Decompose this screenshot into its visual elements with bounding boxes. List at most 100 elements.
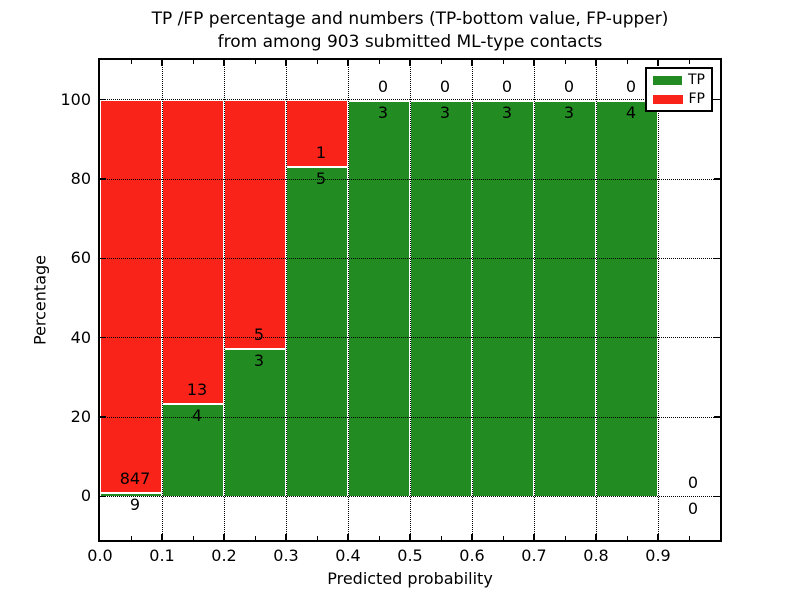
x-tick-mark bbox=[533, 534, 535, 540]
y-tick-mark bbox=[714, 257, 720, 260]
v-gridline bbox=[347, 60, 349, 540]
x-minor-tick-mark bbox=[192, 536, 194, 540]
y-tick-mark bbox=[100, 336, 106, 339]
v-gridline bbox=[595, 60, 597, 540]
y-tick-mark bbox=[714, 336, 720, 339]
x-tick-label: 0.1 bbox=[149, 546, 175, 565]
tp-count-label: 3 bbox=[563, 102, 575, 122]
y-tick-label: 80 bbox=[70, 169, 91, 188]
x-tick-label: 0.9 bbox=[645, 546, 671, 565]
y-tick-label: 40 bbox=[70, 327, 91, 347]
y-tick-label: 100 bbox=[60, 89, 91, 109]
y-tick-mark bbox=[100, 98, 106, 101]
bar-segment-tp bbox=[472, 99, 534, 497]
tp-count-label: 3 bbox=[439, 102, 451, 122]
y-tick-label: 60 bbox=[70, 248, 91, 268]
x-tick-mark bbox=[471, 60, 473, 66]
y-tick-mark bbox=[714, 98, 720, 101]
v-gridline bbox=[161, 60, 163, 540]
v-gridline bbox=[223, 60, 225, 540]
x-tick-mark bbox=[657, 60, 659, 66]
fp-legend-swatch-icon bbox=[653, 94, 683, 104]
y-tick-label: 0 bbox=[80, 486, 91, 506]
chart-title-line1: TP /FP percentage and numbers (TP-bottom… bbox=[151, 9, 669, 29]
fp-count-label: 0 bbox=[439, 76, 451, 96]
x-minor-tick-mark bbox=[130, 60, 132, 64]
x-minor-tick-mark bbox=[688, 536, 690, 540]
x-tick-label: 0.7 bbox=[521, 546, 547, 565]
fp-count-label: 0 bbox=[563, 76, 575, 96]
bar-segment-fp bbox=[100, 99, 162, 493]
x-minor-tick-mark bbox=[378, 60, 380, 64]
x-minor-tick-mark bbox=[564, 536, 566, 540]
x-tick-mark bbox=[595, 60, 597, 66]
x-minor-tick-mark bbox=[502, 60, 504, 64]
x-tick-mark bbox=[533, 60, 535, 66]
x-minor-tick-mark bbox=[564, 60, 566, 64]
y-tick-mark bbox=[100, 495, 106, 498]
bar-segment-fp bbox=[286, 99, 348, 166]
x-minor-tick-mark bbox=[316, 60, 318, 64]
x-minor-tick-mark bbox=[626, 60, 628, 64]
chart-title-line2: from among 903 submitted ML-type contact… bbox=[217, 32, 603, 52]
x-tick-label: 0.8 bbox=[583, 546, 609, 565]
tp-count-label: 3 bbox=[377, 102, 389, 122]
x-minor-tick-mark bbox=[626, 536, 628, 540]
x-tick-mark bbox=[223, 60, 225, 66]
y-tick-label: 20 bbox=[70, 407, 91, 427]
x-tick-label: 0.4 bbox=[335, 546, 361, 565]
bar-segment-tp bbox=[224, 347, 286, 497]
y-tick-mark bbox=[100, 416, 106, 418]
bar-segment-fp bbox=[224, 99, 286, 348]
bar-segment-tp bbox=[348, 99, 410, 497]
x-minor-tick-mark bbox=[130, 536, 132, 540]
v-gridline bbox=[471, 60, 473, 540]
v-gridline bbox=[409, 60, 411, 540]
x-tick-mark bbox=[347, 60, 349, 66]
x-minor-tick-mark bbox=[440, 536, 442, 540]
bar-segment-tp bbox=[534, 99, 596, 497]
fp-count-label: 5 bbox=[253, 324, 265, 344]
fp-count-label: 13 bbox=[186, 380, 208, 400]
y-tick-mark bbox=[100, 178, 106, 180]
fp-count-label: 1 bbox=[315, 142, 327, 162]
y-tick-mark bbox=[714, 178, 720, 180]
x-tick-mark bbox=[409, 534, 411, 540]
v-gridline bbox=[657, 60, 659, 540]
legend: TP FP bbox=[645, 67, 713, 112]
x-minor-tick-mark bbox=[254, 60, 256, 64]
tp-count-label: 4 bbox=[625, 102, 637, 122]
legend-item-fp: FP bbox=[653, 91, 705, 107]
fp-count-label: 0 bbox=[377, 76, 389, 96]
x-minor-tick-mark bbox=[316, 536, 318, 540]
fp-count-label: 0 bbox=[625, 76, 637, 96]
chart-title: TP /FP percentage and numbers (TP-bottom… bbox=[100, 8, 720, 54]
tp-count-label: 4 bbox=[191, 406, 203, 426]
tp-count-label: 3 bbox=[253, 350, 265, 370]
x-minor-tick-mark bbox=[502, 536, 504, 540]
tp-legend-label: TP bbox=[688, 72, 705, 88]
plot-canvas: 847 9 13 4 5 3 1 5 0 3 0 3 0 3 0 3 0 4 0 0 bbox=[100, 60, 720, 540]
bar-segment-tp bbox=[410, 99, 472, 497]
tp-count-label: 9 bbox=[129, 495, 141, 515]
bar-segment-tp bbox=[162, 403, 224, 497]
x-tick-mark bbox=[595, 534, 597, 540]
tp-legend-swatch-icon bbox=[653, 75, 682, 85]
v-gridline bbox=[285, 60, 287, 540]
y-tick-mark bbox=[100, 257, 106, 260]
plot-area: 847 9 13 4 5 3 1 5 0 3 0 3 0 3 0 3 0 4 0 0 bbox=[98, 58, 722, 542]
x-tick-mark bbox=[409, 60, 411, 66]
x-tick-mark bbox=[347, 534, 349, 540]
legend-item-tp: TP bbox=[653, 72, 705, 88]
x-tick-mark bbox=[161, 534, 163, 540]
x-tick-label: 0.3 bbox=[273, 546, 299, 565]
x-tick-mark bbox=[285, 60, 287, 66]
x-tick-mark bbox=[161, 60, 163, 66]
tp-count-label: 3 bbox=[501, 102, 513, 122]
v-gridline bbox=[533, 60, 535, 540]
x-tick-mark bbox=[471, 534, 473, 540]
bar-segment-fp bbox=[162, 99, 224, 403]
x-axis-label: Predicted probability bbox=[327, 569, 493, 588]
y-tick-mark bbox=[714, 416, 720, 418]
x-tick-mark bbox=[285, 534, 287, 540]
